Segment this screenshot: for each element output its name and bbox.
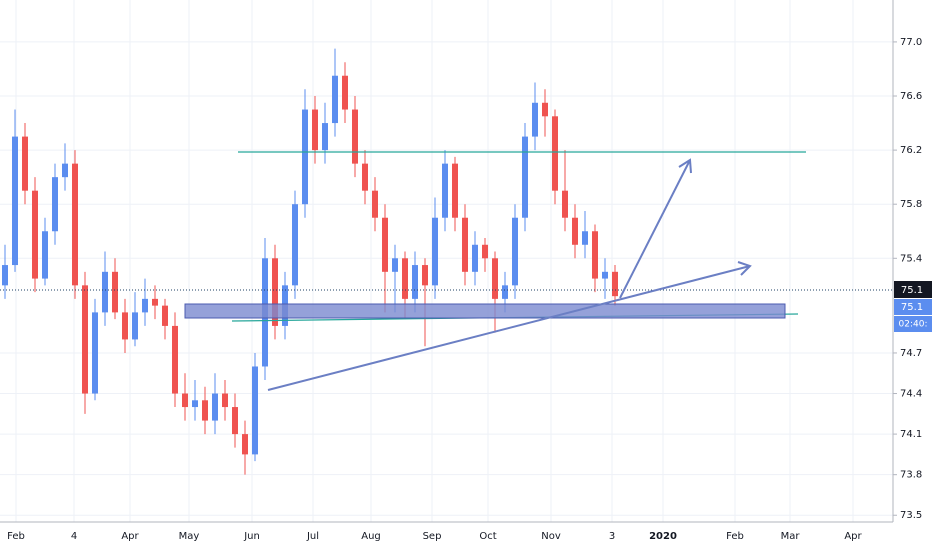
countdown-box bbox=[894, 316, 932, 332]
candle-body bbox=[12, 136, 18, 266]
price-axis bbox=[893, 0, 932, 550]
trend-arrows bbox=[267, 158, 752, 391]
y-tick-label: 76.2 bbox=[900, 145, 922, 156]
candle-body bbox=[52, 177, 58, 232]
candle-body bbox=[412, 265, 418, 299]
x-tick-label: Jul bbox=[306, 531, 319, 542]
x-tick-label: May bbox=[179, 531, 200, 542]
candle-body bbox=[502, 285, 508, 299]
candle-body bbox=[452, 163, 458, 218]
y-tick-label: 75.4 bbox=[900, 253, 922, 264]
candle-body bbox=[102, 271, 108, 313]
candle-body bbox=[92, 312, 98, 394]
candle-body bbox=[372, 190, 378, 218]
candles bbox=[2, 48, 618, 475]
candle-body bbox=[522, 136, 528, 218]
x-tick-label: 4 bbox=[71, 531, 77, 542]
x-tick-label: Jun bbox=[243, 531, 260, 542]
y-tick-label: 75.8 bbox=[900, 199, 922, 210]
candle-body bbox=[292, 204, 298, 286]
x-tick-label: Aug bbox=[361, 531, 381, 542]
y-tick-label: 76.6 bbox=[900, 91, 922, 102]
candle-body bbox=[72, 163, 78, 286]
candle-body bbox=[202, 400, 208, 421]
candle-body bbox=[182, 393, 188, 408]
y-tick-label: 73.5 bbox=[900, 510, 922, 521]
candle-body bbox=[222, 393, 228, 408]
candle-body bbox=[112, 271, 118, 313]
last-price-label: 75.1 bbox=[901, 285, 923, 296]
candle-body bbox=[432, 217, 438, 286]
candle-body bbox=[2, 265, 8, 286]
candle-body bbox=[152, 298, 158, 306]
candle-body bbox=[542, 102, 548, 117]
candle-body bbox=[442, 163, 448, 218]
candle-body bbox=[212, 393, 218, 421]
candle-body bbox=[162, 305, 168, 326]
candle-body bbox=[462, 217, 468, 272]
candle-body bbox=[612, 271, 618, 297]
x-tick-label: 2020 bbox=[649, 531, 677, 542]
x-tick-label: Feb bbox=[726, 531, 744, 542]
x-tick-label: Feb bbox=[7, 531, 25, 542]
countdown-label: 02:40: bbox=[899, 320, 928, 330]
candle-body bbox=[312, 109, 318, 151]
candle-body bbox=[472, 244, 478, 272]
candle-body bbox=[592, 231, 598, 279]
time-axis bbox=[0, 522, 893, 550]
y-tick-label: 74.7 bbox=[900, 348, 922, 359]
candle-body bbox=[422, 265, 428, 286]
grid bbox=[0, 0, 893, 522]
candle-body bbox=[122, 312, 128, 340]
axis-labels: 77.0 76.6 76.2 75.8 75.4 74.7 74.4 74.1 73.8 73.5… bbox=[7, 37, 922, 542]
candle-body bbox=[512, 217, 518, 286]
candle-body bbox=[362, 163, 368, 191]
candle-body bbox=[232, 407, 238, 435]
candle-body bbox=[142, 298, 148, 313]
price-box bbox=[894, 299, 932, 315]
candle-body bbox=[392, 258, 398, 272]
candle-body bbox=[42, 231, 48, 279]
candle-body bbox=[332, 75, 338, 124]
candle-body bbox=[272, 258, 278, 326]
candle-body bbox=[552, 116, 558, 191]
candle-body bbox=[582, 231, 588, 245]
candle-body bbox=[302, 109, 308, 205]
candle-body bbox=[322, 123, 328, 151]
y-tick-label: 73.8 bbox=[900, 470, 922, 481]
candle-body bbox=[382, 217, 388, 272]
candle-body bbox=[82, 285, 88, 394]
candle-body bbox=[492, 258, 498, 299]
candle-body bbox=[172, 325, 178, 394]
candle-body bbox=[132, 312, 138, 340]
candle-body bbox=[572, 217, 578, 245]
candle-body bbox=[32, 190, 38, 279]
candle-body bbox=[602, 271, 608, 279]
x-tick-label: Nov bbox=[541, 531, 561, 542]
candle-body bbox=[192, 400, 198, 408]
support-zone bbox=[184, 303, 786, 319]
candle-body bbox=[242, 434, 248, 455]
candle-body bbox=[482, 244, 488, 259]
y-tick-label: 77.0 bbox=[900, 37, 922, 48]
candle-body bbox=[252, 366, 258, 455]
candle-body bbox=[352, 109, 358, 164]
candle-body bbox=[532, 102, 538, 137]
price-label: 75.1 bbox=[901, 302, 923, 313]
y-tick-label: 74.1 bbox=[900, 429, 922, 440]
x-tick-label: Mar bbox=[781, 531, 801, 542]
candle-body bbox=[562, 190, 568, 218]
x-tick-label: Apr bbox=[844, 531, 862, 542]
candle-body bbox=[22, 136, 28, 191]
x-tick-label: Oct bbox=[479, 531, 496, 542]
y-tick-label: 74.4 bbox=[900, 389, 922, 400]
x-tick-label: 3 bbox=[609, 531, 615, 542]
x-tick-label: Sep bbox=[423, 531, 442, 542]
candle-body bbox=[402, 258, 408, 299]
last-price-box bbox=[894, 281, 932, 298]
candle-body bbox=[342, 75, 348, 110]
x-tick-label: Apr bbox=[121, 531, 139, 542]
candle-body bbox=[62, 163, 68, 178]
